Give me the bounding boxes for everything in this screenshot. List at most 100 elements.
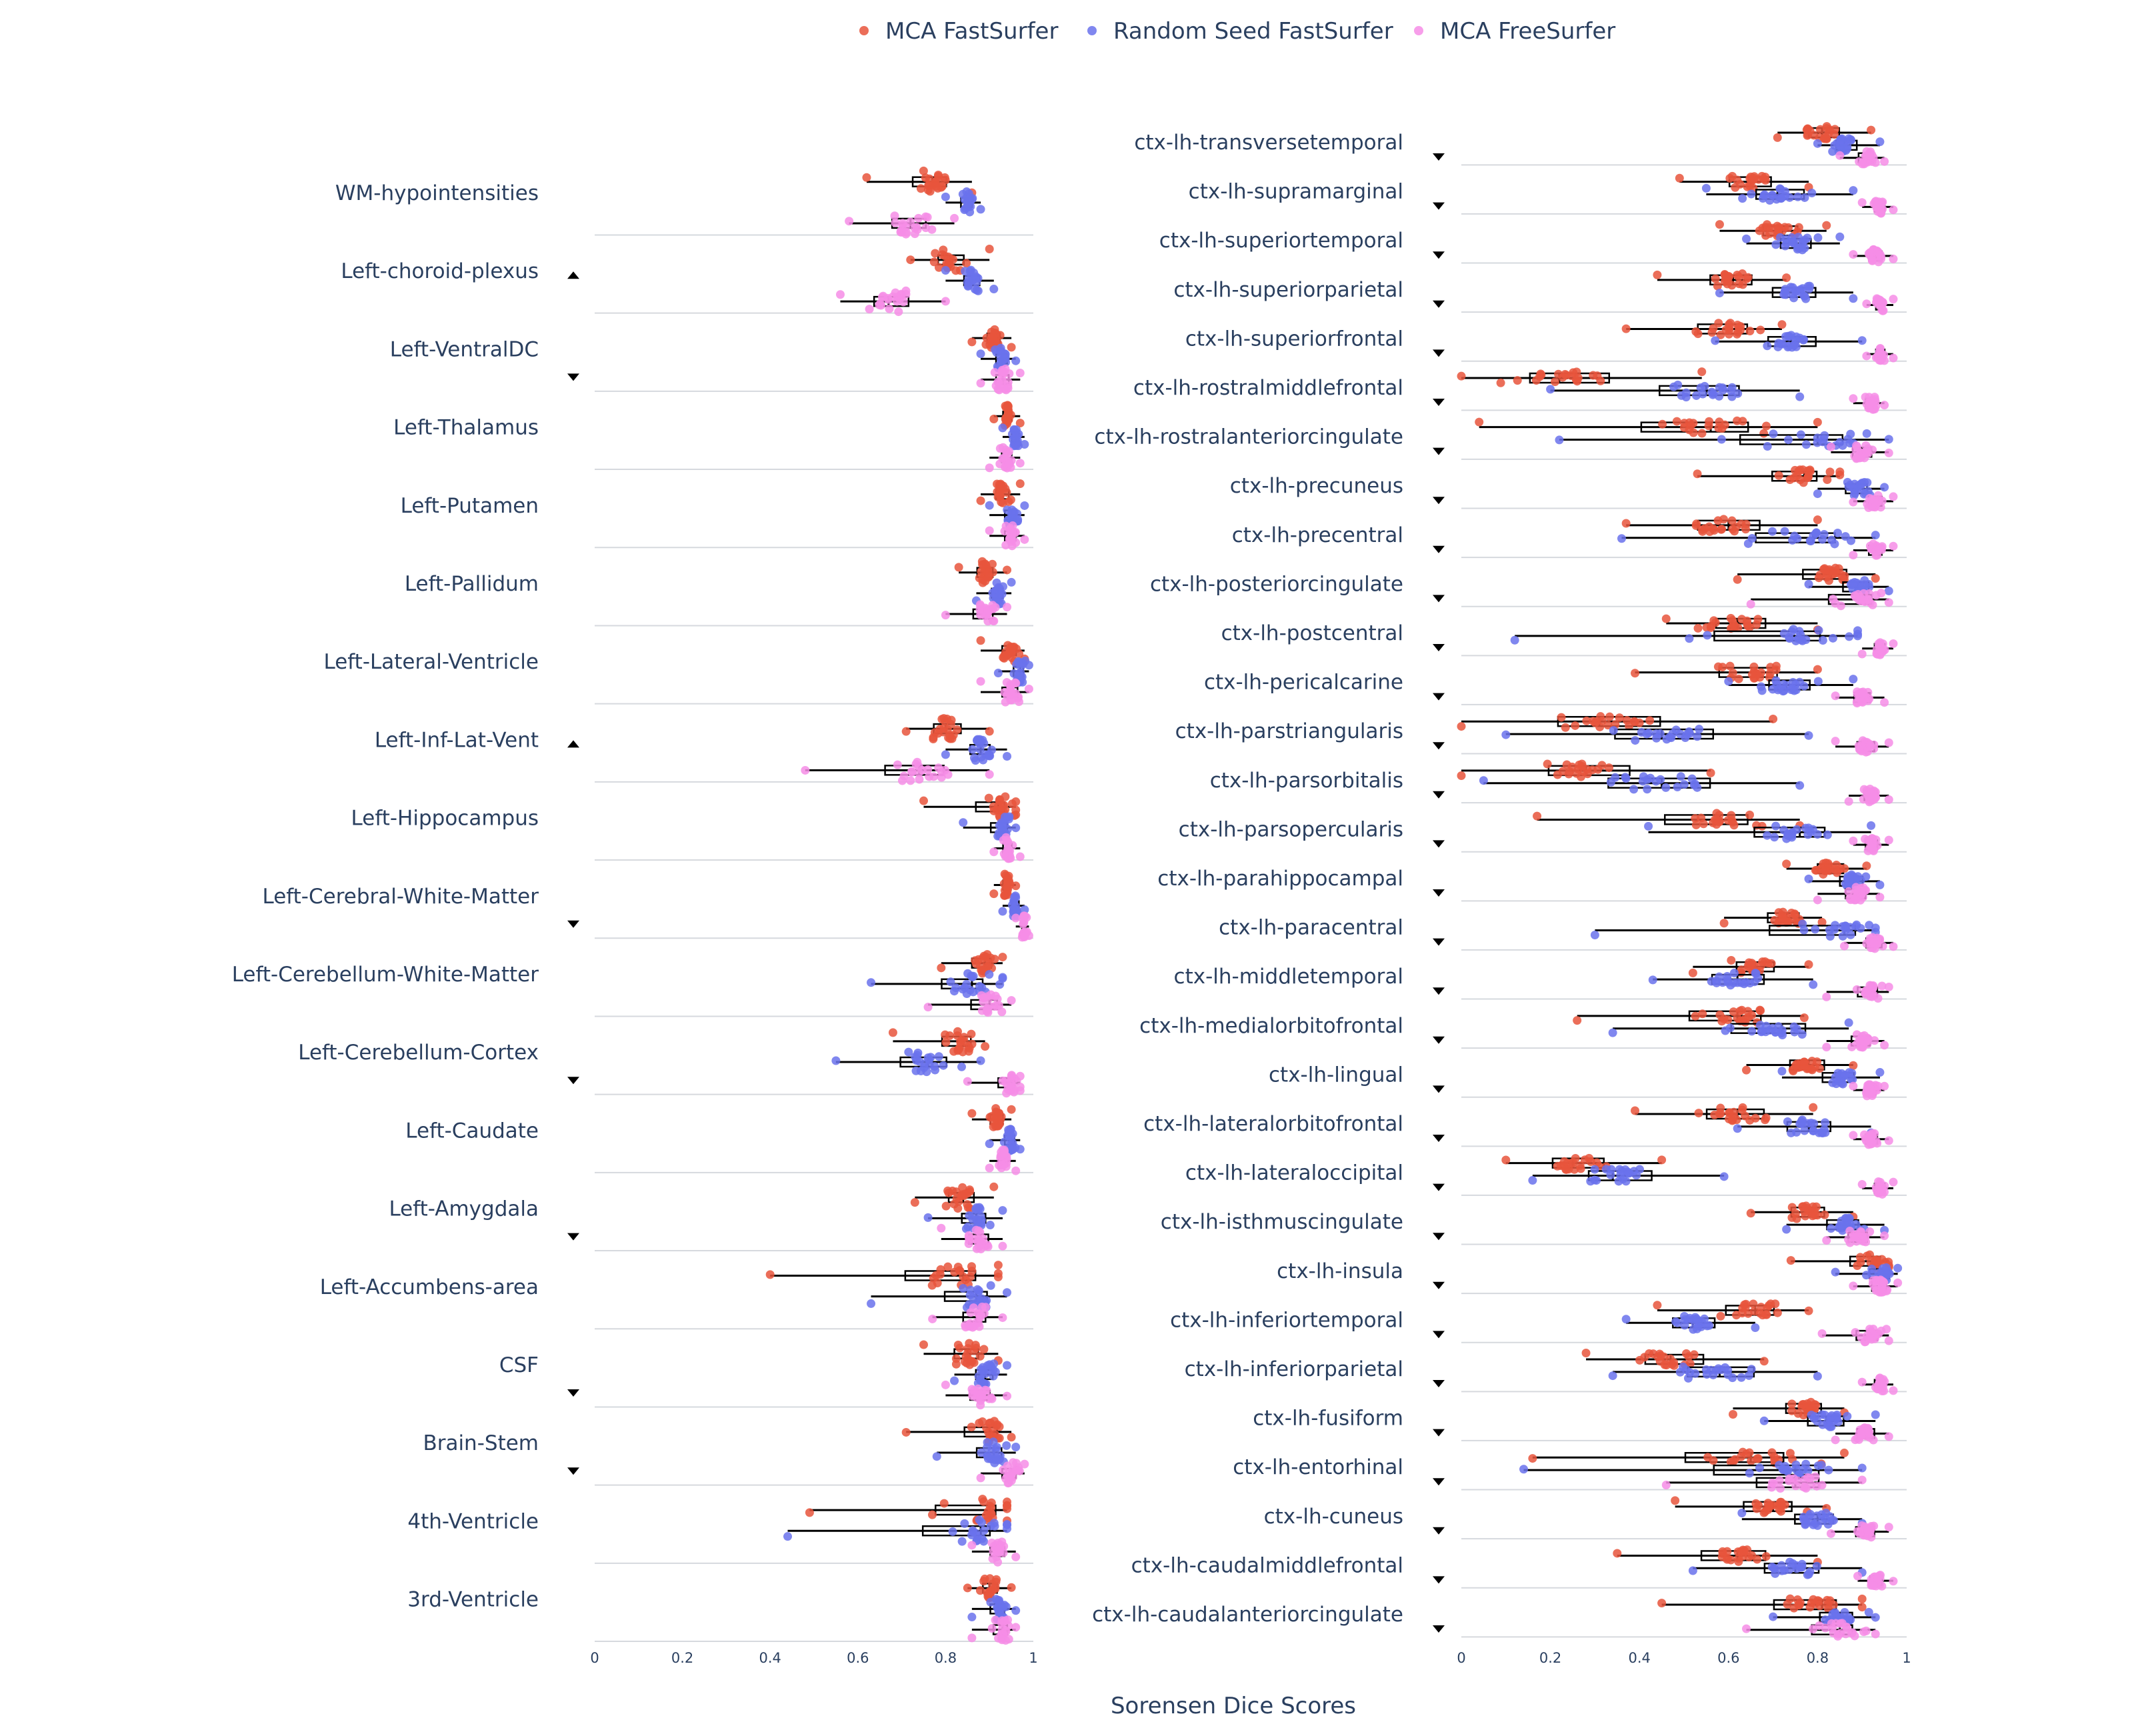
down-arrow-icon (1433, 545, 1445, 553)
data-point (1781, 290, 1791, 299)
data-point (1812, 1511, 1821, 1521)
data-point (1743, 273, 1753, 282)
data-point (998, 498, 1007, 507)
data-point (1799, 1515, 1809, 1524)
data-point (1621, 773, 1630, 782)
data-point (1001, 1162, 1011, 1171)
series-mca_free (1853, 1571, 1898, 1591)
data-point (971, 959, 981, 969)
series-mca_fs (1742, 1057, 1858, 1076)
data-point (1007, 509, 1016, 519)
row-label: ctx-lh-fusiform (1253, 1407, 1403, 1431)
data-point (1889, 353, 1898, 363)
series-mca_free (1817, 1325, 1893, 1347)
data-point (1003, 1501, 1012, 1511)
data-point (985, 245, 994, 254)
data-point (927, 1510, 937, 1519)
data-point (976, 677, 985, 686)
series-mca_fs (967, 1104, 1016, 1131)
data-point (1688, 1566, 1697, 1575)
data-point (1694, 1109, 1703, 1118)
series-mca_fs (1653, 269, 1791, 291)
data-point (1871, 835, 1881, 845)
series-mca_fs (1728, 1397, 1849, 1420)
data-point (957, 1537, 967, 1546)
data-point (1837, 1069, 1847, 1078)
data-point (943, 1186, 953, 1195)
row-label: ctx-lh-superiortemporal (1159, 229, 1403, 253)
data-point (1024, 684, 1033, 693)
data-point (992, 1443, 1001, 1452)
data-point (1608, 1028, 1617, 1037)
data-point (1865, 741, 1875, 750)
data-point (1769, 1479, 1778, 1489)
data-point (941, 1380, 950, 1389)
data-point (1736, 1452, 1745, 1461)
data-point (1728, 1409, 1737, 1419)
data-point (977, 983, 987, 993)
data-point (1590, 1165, 1599, 1174)
data-point (953, 1340, 963, 1349)
data-point (1679, 780, 1689, 789)
data-point (1876, 1185, 1885, 1194)
data-point (995, 797, 1004, 806)
data-point (1772, 680, 1781, 689)
series-mca_fs (1573, 1005, 1809, 1027)
data-point (1769, 429, 1778, 439)
data-point (1007, 1134, 1016, 1143)
down-arrow-icon (1433, 251, 1445, 259)
row-Left-Cerebellum-White-Matter: Left-Cerebellum-White-Matter (232, 950, 1033, 1017)
data-point (1847, 1042, 1857, 1051)
data-point (1787, 343, 1797, 352)
series-mca_free (1849, 245, 1898, 267)
series-mca_free (1849, 1080, 1889, 1101)
data-point (1778, 1031, 1787, 1040)
data-point (995, 588, 1005, 597)
data-point (1645, 716, 1655, 725)
series-mca_free (1822, 981, 1893, 1003)
row-ctx-lh-fusiform: ctx-lh-fusiform (1253, 1397, 1907, 1445)
data-point (991, 1452, 1001, 1461)
data-point (1733, 175, 1742, 185)
data-point (982, 333, 991, 343)
data-point (937, 715, 947, 724)
data-point (1809, 1126, 1818, 1135)
data-point (1878, 941, 1887, 951)
data-point (1798, 919, 1807, 929)
data-point (1875, 137, 1885, 147)
data-point (1838, 441, 1847, 450)
data-point (906, 776, 915, 785)
data-point (1889, 1177, 1898, 1187)
data-point (1622, 715, 1631, 725)
data-point (1880, 698, 1889, 707)
series-mca_fs (862, 166, 977, 197)
data-point (973, 1215, 982, 1224)
row-ctx-lh-entorhinal: ctx-lh-entorhinal (1233, 1447, 1907, 1493)
data-point (1741, 1299, 1751, 1309)
series-mca_fs (1773, 122, 1876, 143)
series-rs_fs (1644, 821, 1876, 843)
data-point (1807, 1411, 1816, 1420)
data-point (919, 796, 928, 805)
data-point (961, 1323, 971, 1332)
series-mca_free (1857, 197, 1898, 218)
data-point (901, 229, 911, 239)
data-point (1615, 713, 1624, 723)
data-point (989, 617, 999, 626)
series-rs_fs (783, 1515, 1012, 1546)
data-point (1791, 1465, 1801, 1474)
data-point (1789, 677, 1798, 687)
x-tick-label: 0.6 (847, 1650, 869, 1666)
data-point (1691, 820, 1701, 829)
data-point (1795, 465, 1805, 475)
legend-label-2: Random Seed FastSurfer (1113, 18, 1393, 45)
data-point (1817, 917, 1827, 927)
data-point (1013, 515, 1023, 524)
data-point (1875, 880, 1885, 889)
data-point (1871, 1410, 1880, 1419)
data-point (1880, 1231, 1889, 1241)
data-point (1799, 1465, 1808, 1474)
data-point (1696, 383, 1705, 393)
data-point (1621, 324, 1631, 333)
